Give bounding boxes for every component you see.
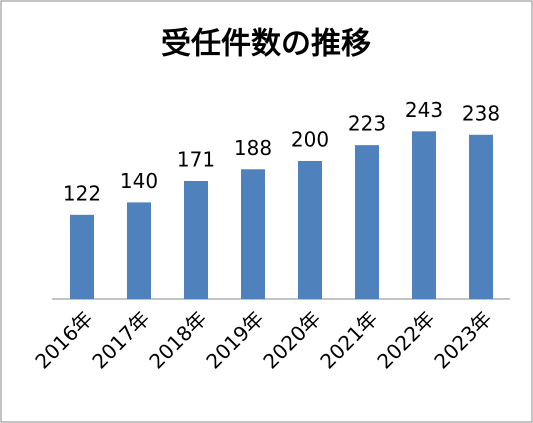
value-label: 171 [177, 148, 215, 172]
value-label: 238 [462, 101, 500, 125]
value-label: 140 [120, 169, 158, 193]
chart-title: 受任件数の推移 [161, 27, 371, 62]
bar [184, 181, 208, 299]
value-label: 223 [348, 112, 386, 136]
value-label: 243 [405, 98, 443, 122]
bar [412, 131, 436, 299]
bar [298, 161, 322, 299]
bar [70, 214, 94, 299]
bar [127, 202, 151, 299]
bar [241, 169, 265, 299]
bar [355, 145, 379, 299]
bar [469, 134, 493, 299]
value-label: 122 [63, 181, 101, 205]
value-label: 200 [291, 128, 329, 152]
value-label: 188 [234, 136, 272, 160]
